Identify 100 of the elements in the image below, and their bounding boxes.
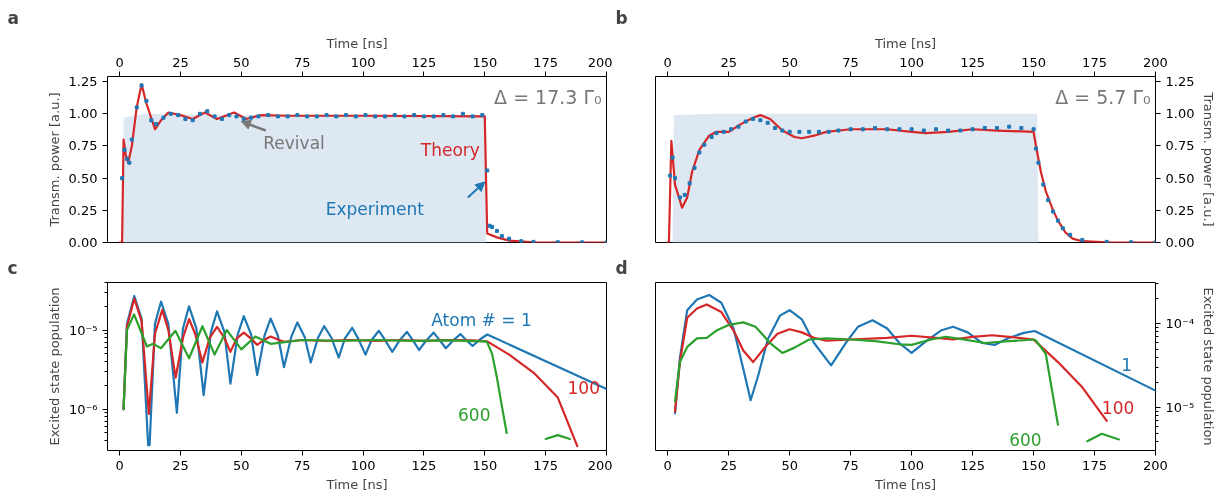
- point: [721, 129, 726, 134]
- point: [736, 124, 741, 129]
- point: [797, 129, 802, 134]
- x-tick-label: 100: [899, 54, 925, 70]
- annotation: Δ = 17.3 Γ₀: [494, 86, 602, 109]
- point: [499, 234, 504, 239]
- point: [363, 113, 368, 118]
- x-tick-label: 150: [1021, 457, 1046, 473]
- x-tick-label: 125: [960, 54, 985, 70]
- point: [412, 113, 417, 118]
- x-tick-label: 75: [293, 54, 311, 70]
- point: [1041, 182, 1046, 187]
- point: [873, 125, 878, 130]
- point: [507, 236, 512, 241]
- point: [697, 150, 702, 155]
- x-tick-label: 25: [720, 457, 737, 473]
- point: [212, 114, 217, 119]
- point: [205, 109, 210, 114]
- point: [848, 127, 853, 132]
- x-tick-label: 75: [842, 457, 859, 473]
- point: [470, 114, 475, 119]
- x-tick-label: 200: [1143, 457, 1168, 473]
- point: [909, 127, 914, 132]
- point: [139, 83, 144, 88]
- point: [1051, 209, 1056, 214]
- y-tick-label: 0.00: [68, 235, 98, 250]
- x-tick-label: 100: [899, 457, 925, 473]
- point: [249, 115, 254, 120]
- point: [421, 114, 426, 119]
- point: [682, 192, 687, 197]
- point: [402, 114, 407, 119]
- point: [198, 111, 202, 116]
- x-tick-label: 50: [233, 457, 250, 473]
- y-tick-label: 0.25: [68, 202, 98, 218]
- point: [1031, 127, 1036, 132]
- chart-title: d: [615, 257, 628, 278]
- x-tick-label: 25: [172, 54, 189, 70]
- point: [687, 181, 692, 186]
- x-tick-label: 200: [1143, 54, 1168, 70]
- y-tick-label: 0.00: [1165, 235, 1195, 250]
- point: [773, 125, 778, 130]
- point: [441, 113, 446, 118]
- y-tick-label: 1.25: [1165, 74, 1195, 90]
- series-label: 100: [1101, 398, 1135, 419]
- point: [234, 114, 239, 119]
- x-tick-label: 150: [472, 457, 498, 473]
- point: [1055, 218, 1060, 223]
- x-tick-label: 200: [587, 457, 613, 473]
- y-axis-title: Transm. power [a.u.]: [46, 92, 62, 228]
- series-label: 600: [1009, 429, 1042, 450]
- point: [946, 128, 951, 133]
- point: [709, 134, 714, 139]
- point: [219, 116, 224, 121]
- point: [431, 114, 436, 119]
- point: [305, 114, 310, 119]
- point: [826, 129, 831, 134]
- y-tick-label: 1.25: [68, 74, 98, 90]
- point: [692, 165, 697, 170]
- chart-title: c: [7, 257, 18, 278]
- x-tick-label: 200: [587, 54, 613, 70]
- point: [256, 114, 261, 119]
- point: [673, 176, 678, 181]
- point: [1080, 237, 1085, 242]
- x-tick-label: 75: [293, 457, 311, 473]
- point: [190, 118, 195, 123]
- point: [1046, 198, 1051, 203]
- point: [1007, 124, 1012, 129]
- point: [994, 125, 999, 130]
- y-axis-title: Excited state population: [1201, 287, 1217, 446]
- x-tick-label: 100: [350, 54, 376, 70]
- point: [120, 176, 125, 181]
- y-axis-title: Excited state population: [46, 287, 62, 446]
- point: [921, 128, 926, 133]
- series-label: Theory: [419, 139, 480, 160]
- y-tick-label: 10⁻⁵: [1165, 400, 1195, 416]
- point: [860, 127, 865, 132]
- x-tick-label: 175: [1082, 54, 1107, 70]
- y-tick-label: 1.00: [68, 106, 98, 122]
- point: [1060, 226, 1065, 231]
- point: [314, 114, 319, 119]
- point: [580, 240, 585, 243]
- point: [982, 125, 987, 130]
- series-label: 600: [458, 405, 491, 426]
- point: [555, 240, 560, 243]
- point: [885, 127, 890, 132]
- text: Experiment: [325, 199, 425, 220]
- point: [519, 239, 524, 243]
- point: [668, 173, 673, 178]
- x-axis-title: Time [ns]: [873, 35, 937, 51]
- x-tick-label: 175: [1082, 457, 1107, 473]
- chart-title: b: [615, 7, 628, 28]
- x-tick-label: 0: [663, 54, 672, 70]
- point: [144, 98, 149, 103]
- x-tick-label: 125: [411, 54, 437, 70]
- point: [382, 114, 387, 119]
- point: [897, 127, 902, 132]
- y-tick-label: 0.75: [1165, 138, 1195, 154]
- y-tick-label: 10⁻⁴: [1165, 316, 1195, 332]
- chart-title: a: [7, 7, 19, 28]
- y-tick-label: 1.00: [1165, 106, 1195, 122]
